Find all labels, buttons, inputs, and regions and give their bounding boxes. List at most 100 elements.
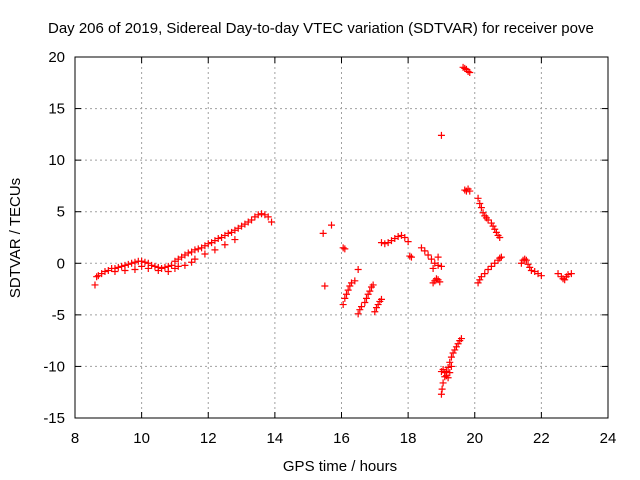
data-point [434, 261, 442, 269]
data-point [91, 281, 99, 289]
data-point [432, 275, 440, 283]
data-point [427, 255, 435, 263]
data-point [268, 218, 276, 226]
data-point [93, 273, 101, 281]
data-point [487, 262, 495, 270]
data-point [131, 258, 139, 266]
data-point [474, 279, 482, 287]
data-point [364, 290, 372, 298]
data-point [521, 255, 529, 263]
data-point [184, 249, 192, 257]
data-point [424, 251, 432, 259]
data-point [151, 262, 159, 270]
y-tick-label: -15 [43, 410, 65, 427]
y-tick-label: 10 [48, 152, 65, 169]
x-tick-label: 10 [133, 430, 150, 447]
data-point [211, 246, 219, 254]
data-point [527, 267, 535, 275]
y-tick-label: 15 [48, 101, 65, 118]
data-point [191, 255, 199, 263]
data-point [328, 221, 336, 229]
y-axis-label: SDTVAR / TECUs [7, 178, 24, 298]
data-point [174, 262, 182, 270]
data-point [522, 256, 530, 264]
data-point [164, 268, 172, 276]
data-point [321, 282, 329, 290]
grid-lines [75, 57, 608, 418]
y-tick-label: 20 [48, 49, 65, 66]
data-point [339, 244, 347, 252]
data-point [492, 228, 500, 236]
data-point [489, 222, 497, 230]
data-point [497, 253, 505, 261]
data-point [439, 379, 447, 387]
data-point [381, 240, 389, 248]
data-point [447, 362, 455, 370]
x-tick-label: 22 [533, 430, 550, 447]
x-tick-label: 16 [333, 430, 350, 447]
data-point [524, 260, 532, 268]
data-point [144, 264, 152, 272]
data-point [356, 306, 364, 314]
data-point [111, 268, 119, 276]
data-point [436, 278, 444, 286]
data-point [526, 263, 534, 271]
data-point [496, 254, 504, 262]
x-tick-label: 18 [400, 430, 417, 447]
data-point [377, 295, 385, 303]
chart-title: Day 206 of 2019, Sidereal Day-to-day VTE… [48, 20, 594, 37]
data-point [221, 241, 229, 249]
data-point [437, 390, 445, 398]
data-point [517, 259, 525, 267]
data-point [446, 369, 454, 377]
data-point [131, 265, 139, 273]
y-tick-label: 0 [57, 255, 65, 272]
y-tick-label: -10 [43, 358, 65, 375]
data-point [121, 267, 129, 275]
data-point [446, 358, 454, 366]
x-tick-label: 14 [267, 430, 284, 447]
data-point [406, 252, 414, 260]
data-point [354, 310, 362, 318]
data-point [124, 260, 132, 268]
data-point [487, 219, 495, 227]
x-tick-label: 20 [466, 430, 483, 447]
data-point [434, 253, 442, 261]
data-point [342, 290, 350, 298]
data-point [357, 303, 365, 311]
data-point [188, 258, 196, 266]
data-point [344, 286, 352, 294]
data-point [438, 385, 446, 393]
data-point [372, 304, 380, 312]
data-point [439, 366, 447, 374]
data-point [477, 204, 485, 212]
data-point [201, 250, 209, 258]
data-point [437, 131, 445, 139]
data-point [341, 294, 349, 302]
data-point [476, 276, 484, 284]
data-point [444, 363, 452, 371]
data-point [114, 263, 122, 271]
y-tick-label: 5 [57, 204, 65, 221]
data-point [564, 271, 572, 279]
data-point [461, 186, 469, 194]
y-tick-labels: -15 -10 -5 0 5 10 15 20 [43, 49, 65, 427]
data-points [91, 63, 575, 398]
data-point [491, 225, 499, 233]
data-point [401, 234, 409, 241]
data-point [479, 209, 487, 217]
x-tick-label: 24 [600, 430, 617, 447]
data-point [451, 346, 459, 354]
data-point [128, 259, 136, 267]
x-tick-label: 8 [71, 430, 79, 447]
data-point [466, 68, 474, 76]
data-point [341, 245, 349, 253]
data-point [351, 277, 359, 285]
data-point [161, 263, 169, 271]
data-point [258, 210, 266, 218]
data-point [554, 270, 562, 278]
data-point [474, 194, 482, 202]
data-point [362, 294, 370, 302]
x-tick-label: 12 [200, 430, 217, 447]
